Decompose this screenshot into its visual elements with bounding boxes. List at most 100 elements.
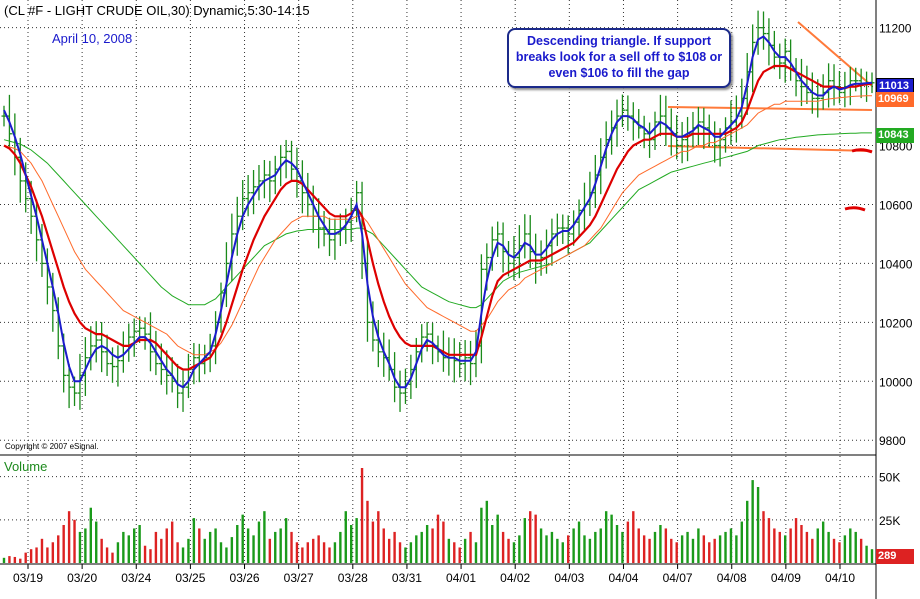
volume-bar	[279, 528, 282, 563]
volume-bar	[192, 518, 196, 563]
volume-bar	[13, 556, 17, 563]
volume-bar	[480, 507, 483, 563]
price-tick-label: 10400	[879, 257, 913, 271]
volume-bar	[729, 528, 733, 563]
volume-bar	[442, 521, 445, 563]
volume-bar	[312, 538, 315, 563]
volume-bar	[290, 531, 293, 563]
x-tick-label: 04/09	[771, 571, 801, 585]
volume-bar	[387, 538, 391, 563]
price-tick-label: 11200	[879, 22, 912, 36]
x-tick-label: 03/19	[13, 571, 43, 585]
volume-bar	[160, 538, 163, 563]
copyright-text: Copyright © 2007 eSignal.	[5, 442, 99, 451]
volume-bar	[632, 511, 635, 563]
volume-bar	[29, 549, 33, 563]
volume-bar	[664, 528, 668, 563]
volume-bar	[409, 542, 413, 563]
volume-bar	[463, 538, 467, 563]
volume-bar	[350, 525, 353, 563]
volume-bar	[545, 535, 548, 563]
x-tick-label: 03/28	[338, 571, 368, 585]
volume-bar	[198, 528, 201, 563]
volume-bar	[100, 538, 103, 563]
support-marker-108	[851, 148, 873, 154]
volume-bar	[133, 528, 136, 563]
volume-bar	[181, 547, 185, 563]
volume-bar	[572, 528, 575, 563]
volume-bar	[784, 535, 787, 563]
volume-bar	[225, 547, 228, 563]
volume-bar	[306, 542, 309, 563]
volume-bar	[550, 531, 554, 563]
x-tick-label: 04/04	[608, 571, 638, 585]
volume-bar	[322, 542, 326, 563]
volume-bar	[116, 542, 120, 563]
trendline	[797, 21, 873, 87]
trendlines	[667, 21, 873, 152]
chart-title: (CL #F - LIGHT CRUDE OIL,30) Dynamic,5:3…	[4, 3, 310, 18]
volume-bar	[19, 558, 22, 563]
volume-bar	[767, 518, 771, 563]
volume-bar	[708, 542, 711, 563]
volume-bar	[420, 531, 423, 563]
volume-bar	[339, 531, 342, 563]
volume-bar	[567, 535, 570, 563]
volume-bar	[556, 538, 559, 563]
volume-bar	[447, 538, 451, 563]
volume-bar	[751, 480, 754, 563]
volume-bar	[670, 538, 673, 563]
volume-bar	[40, 538, 44, 563]
volume-bar	[816, 528, 819, 563]
volume-bar	[425, 525, 429, 563]
volume-bar	[165, 528, 168, 563]
volume-bar	[236, 525, 239, 563]
time-axis: 03/19 03/20 03/24 03/25 03/26 03/27 03/28 03/31…	[13, 564, 855, 585]
volume-bar	[686, 531, 689, 563]
slow-ma-line	[3, 95, 872, 356]
volume-bar	[453, 542, 456, 563]
volume-bars	[2, 468, 874, 563]
volume-bar	[105, 547, 109, 563]
volume-bar	[246, 528, 250, 563]
volume-bar	[176, 542, 179, 563]
volume-bar	[333, 542, 337, 563]
volume-bar	[843, 535, 847, 563]
x-tick-label: 03/25	[175, 571, 205, 585]
fast-ma-line	[3, 35, 873, 389]
volume-bar	[95, 521, 98, 563]
volume-bar	[404, 547, 407, 563]
volume-bar	[778, 531, 781, 563]
volume-bar	[789, 528, 792, 563]
annotation-box: Descending triangle. If support breaks l…	[507, 28, 731, 88]
volume-bar	[827, 531, 830, 563]
support-marker-106	[844, 206, 866, 212]
volume-bar	[529, 511, 532, 563]
volume-bar	[621, 531, 624, 563]
volume-bar	[257, 521, 261, 563]
volume-bar	[78, 531, 82, 563]
volume-bar	[534, 514, 537, 563]
volume-bar	[800, 525, 803, 563]
volume-bar	[561, 542, 564, 563]
volume-bar	[675, 542, 678, 563]
volume-bar	[377, 511, 380, 563]
price-tick-label: 9800	[879, 434, 906, 448]
volume-bar	[724, 531, 727, 563]
x-tick-label: 03/26	[230, 571, 260, 585]
volume-bar	[149, 549, 152, 563]
volume-bar	[794, 518, 798, 563]
volume-tick-label: 50K	[879, 471, 900, 485]
volume-bar	[805, 531, 809, 563]
volume-bar	[328, 547, 331, 563]
volume-bar	[154, 531, 158, 563]
volume-bar	[268, 538, 272, 563]
x-tick-label: 04/10	[825, 571, 855, 585]
volume-bar	[89, 507, 92, 563]
volume-bar	[648, 538, 651, 563]
volume-bar	[512, 542, 516, 563]
volume-badge: 289	[876, 549, 914, 564]
x-tick-label: 03/20	[67, 571, 97, 585]
volume-bar	[697, 528, 700, 563]
